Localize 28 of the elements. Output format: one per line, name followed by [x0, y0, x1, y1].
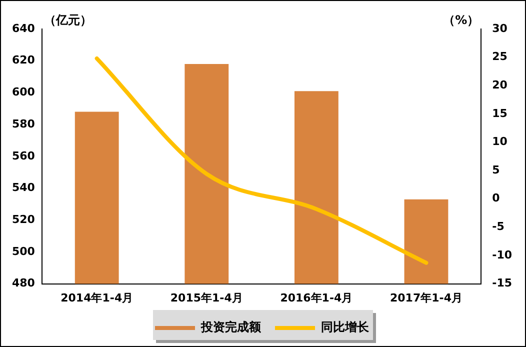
x-tick-label: 2016年1-4月 — [280, 291, 353, 304]
legend-label: 同比增长 — [321, 320, 370, 334]
x-tick-label: 2015年1-4月 — [170, 291, 243, 304]
y2-axis-title: （%） — [443, 13, 480, 28]
y2-tick-label: 25 — [492, 50, 508, 64]
y-axis-title: （亿元） — [44, 13, 92, 28]
y-tick-label: 600 — [12, 86, 36, 99]
y-tick-label: 580 — [12, 117, 36, 130]
y-tick-label: 640 — [12, 22, 36, 35]
y2-tick-label: 20 — [492, 78, 508, 92]
y2-tick-label: 30 — [492, 22, 508, 35]
legend-label: 投资完成额 — [200, 320, 262, 334]
y-tick-label: 480 — [12, 276, 36, 290]
y2-tick-label: -15 — [492, 276, 512, 290]
y-tick-label: 540 — [12, 181, 36, 194]
line-series — [94, 56, 428, 265]
y-tick-label: 520 — [12, 212, 36, 226]
y-tick-label: 620 — [12, 54, 36, 67]
y2-tick-label: 0 — [492, 192, 500, 205]
y-tick-label: 500 — [12, 244, 36, 258]
y2-tick-label: 10 — [492, 135, 508, 148]
x-tick-label: 2014年1-4月 — [60, 291, 134, 304]
y2-tick-label: -5 — [492, 220, 504, 234]
y2-tick-label: 15 — [492, 106, 508, 120]
x-tick-label: 2017年1-4月 — [390, 291, 462, 304]
y-tick-label: 560 — [12, 149, 36, 162]
y2-tick-label: -10 — [492, 248, 512, 262]
y2-tick-label: 5 — [492, 163, 500, 176]
